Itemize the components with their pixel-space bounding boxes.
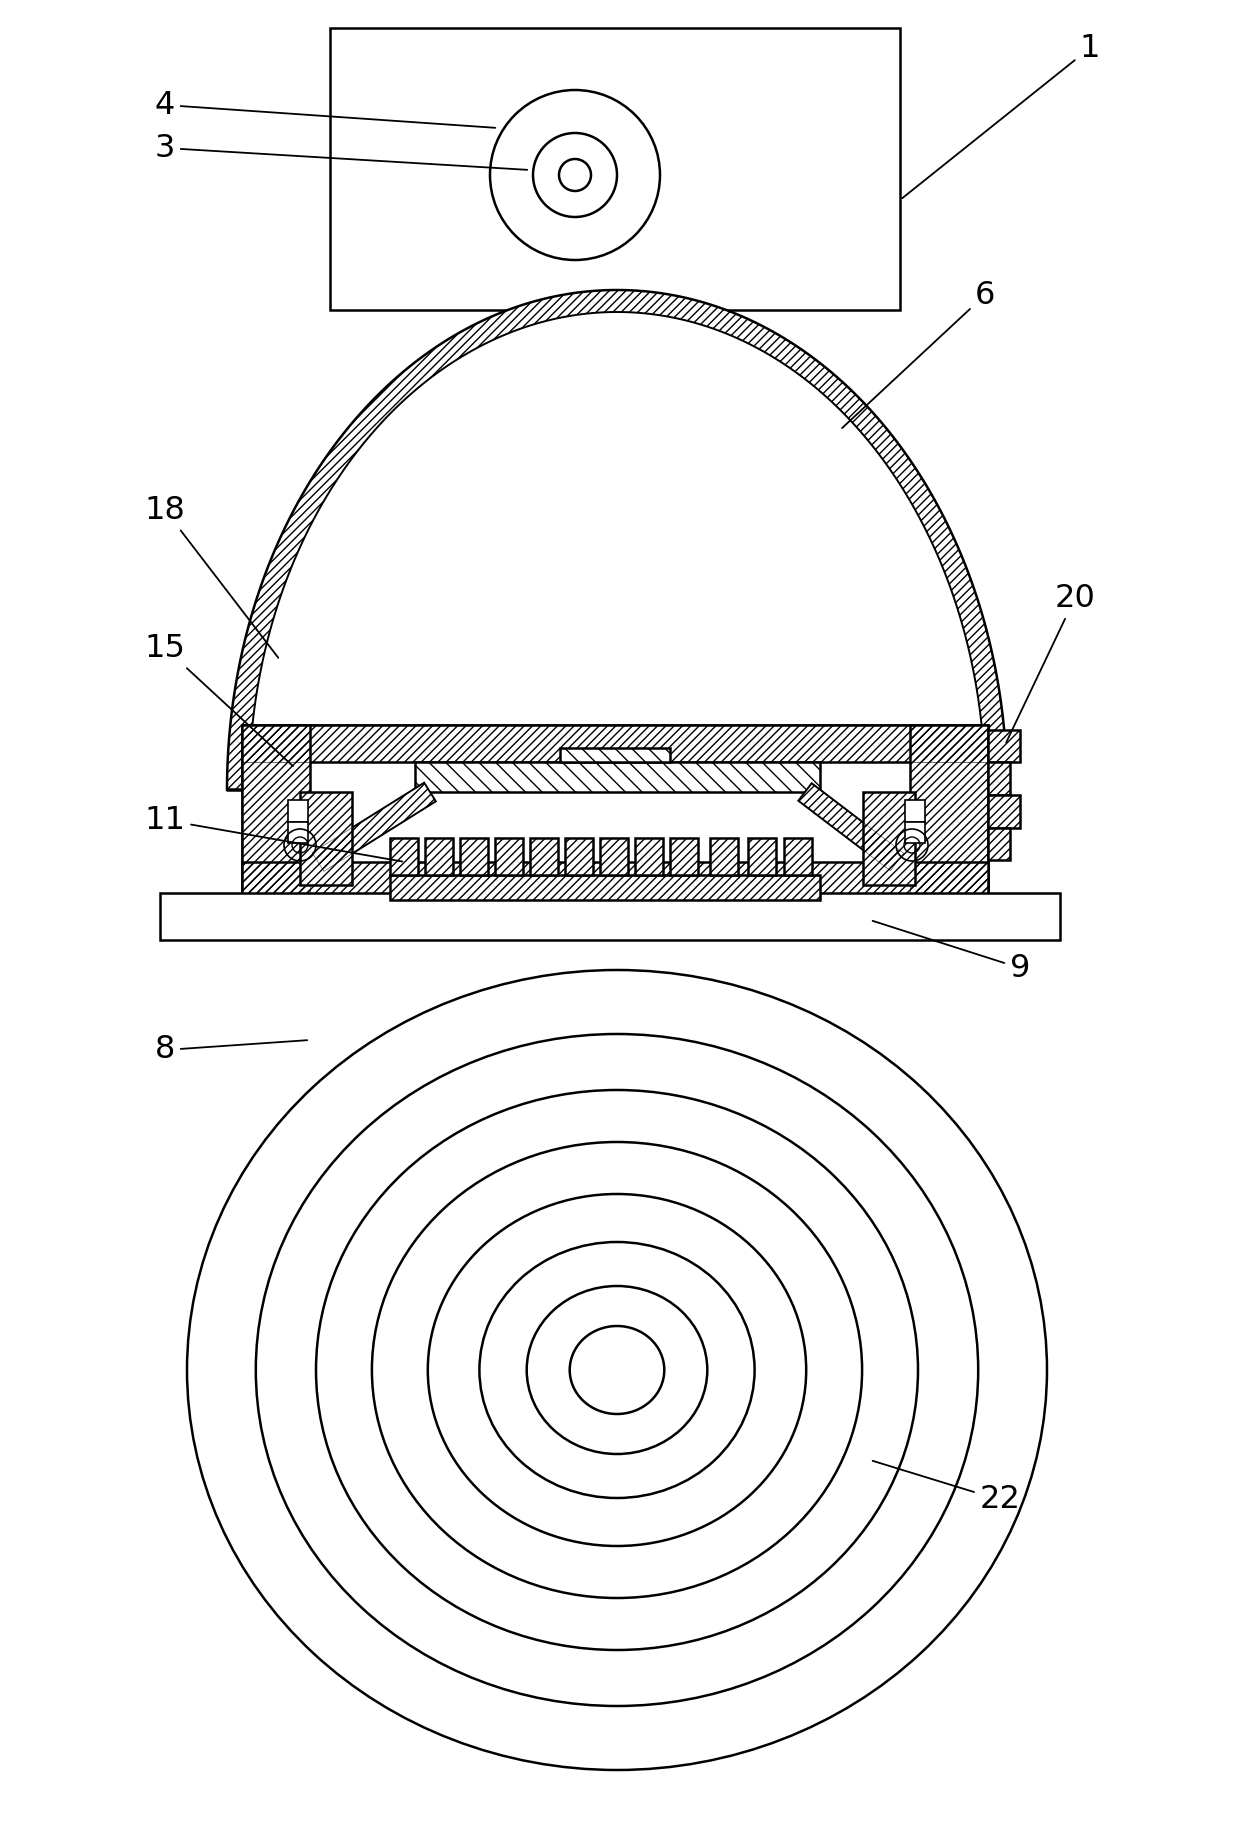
Bar bbox=[415, 761, 820, 792]
Bar bbox=[288, 822, 308, 844]
Bar bbox=[565, 838, 593, 875]
Bar bbox=[560, 749, 670, 761]
Bar bbox=[635, 838, 663, 875]
Bar bbox=[988, 730, 1021, 761]
Bar bbox=[560, 749, 670, 761]
Bar bbox=[600, 838, 627, 875]
Bar bbox=[905, 822, 925, 844]
Text: 4: 4 bbox=[155, 89, 495, 128]
Bar bbox=[863, 792, 915, 886]
Bar bbox=[425, 838, 453, 875]
Bar bbox=[988, 794, 1021, 827]
Bar bbox=[495, 838, 523, 875]
Bar bbox=[391, 838, 418, 875]
Bar bbox=[711, 838, 738, 875]
Bar bbox=[748, 838, 776, 875]
Bar bbox=[425, 838, 453, 875]
Bar bbox=[242, 725, 310, 900]
Bar bbox=[635, 838, 663, 875]
Bar bbox=[288, 800, 308, 822]
Bar bbox=[300, 792, 352, 886]
Bar bbox=[391, 875, 820, 900]
Bar bbox=[600, 838, 627, 875]
Bar bbox=[391, 838, 418, 875]
Bar bbox=[988, 827, 1011, 860]
Bar bbox=[784, 838, 812, 875]
Bar bbox=[910, 725, 988, 900]
Polygon shape bbox=[249, 312, 985, 791]
Bar bbox=[330, 27, 900, 310]
Text: 8: 8 bbox=[155, 1035, 308, 1066]
Bar bbox=[565, 838, 593, 875]
Bar bbox=[910, 725, 988, 900]
Bar bbox=[529, 838, 558, 875]
Text: 18: 18 bbox=[145, 495, 278, 657]
Bar bbox=[988, 827, 1011, 860]
Text: 3: 3 bbox=[155, 133, 527, 170]
Circle shape bbox=[533, 133, 618, 217]
Bar bbox=[300, 792, 352, 886]
Text: 6: 6 bbox=[842, 279, 996, 427]
Text: 22: 22 bbox=[873, 1461, 1021, 1516]
Circle shape bbox=[490, 89, 660, 259]
Polygon shape bbox=[799, 783, 904, 871]
Bar bbox=[670, 838, 698, 875]
Bar bbox=[529, 838, 558, 875]
Text: 20: 20 bbox=[1006, 582, 1095, 743]
Bar bbox=[670, 838, 698, 875]
Bar bbox=[242, 725, 988, 900]
Polygon shape bbox=[227, 290, 1007, 791]
Bar bbox=[242, 725, 988, 761]
Bar bbox=[748, 838, 776, 875]
Bar bbox=[242, 862, 988, 900]
Polygon shape bbox=[312, 783, 435, 871]
Bar bbox=[988, 794, 1021, 827]
Text: 1: 1 bbox=[903, 33, 1100, 199]
Bar bbox=[391, 875, 820, 900]
Bar bbox=[905, 800, 925, 822]
Bar bbox=[711, 838, 738, 875]
Bar bbox=[988, 761, 1011, 794]
Bar bbox=[160, 893, 1060, 940]
Bar bbox=[242, 725, 988, 761]
Bar bbox=[988, 761, 1011, 794]
Circle shape bbox=[559, 159, 591, 192]
Bar bbox=[242, 862, 988, 900]
Bar bbox=[988, 730, 1021, 761]
Bar bbox=[415, 761, 820, 792]
Bar bbox=[460, 838, 489, 875]
Bar bbox=[495, 838, 523, 875]
Bar bbox=[242, 725, 310, 900]
Bar bbox=[784, 838, 812, 875]
Text: 15: 15 bbox=[145, 632, 293, 767]
Bar bbox=[863, 792, 915, 886]
Bar bbox=[460, 838, 489, 875]
Text: 11: 11 bbox=[145, 805, 402, 862]
Text: 9: 9 bbox=[873, 920, 1030, 984]
